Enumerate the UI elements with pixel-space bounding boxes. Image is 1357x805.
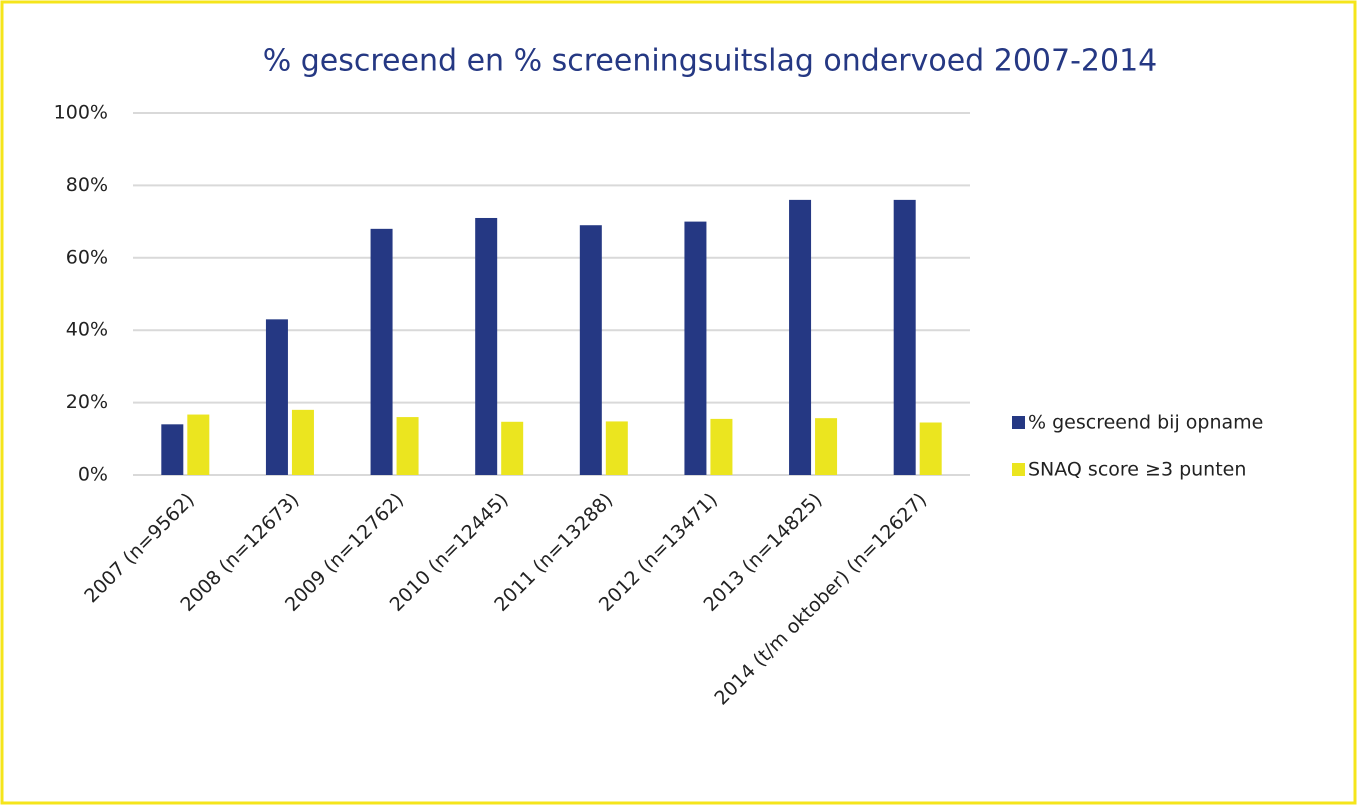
y-tick-label: 0% bbox=[78, 464, 108, 486]
y-tick-label: 40% bbox=[66, 319, 108, 341]
bar bbox=[919, 422, 942, 475]
chart-title: % gescreend en % screeningsuitslag onder… bbox=[263, 44, 1158, 79]
bar bbox=[684, 221, 707, 475]
bar bbox=[370, 228, 393, 475]
y-tick-label: 100% bbox=[54, 102, 108, 124]
bar bbox=[475, 217, 498, 476]
legend-label: % gescreend bij opname bbox=[1028, 412, 1263, 434]
bar bbox=[815, 418, 838, 475]
bar bbox=[789, 199, 812, 475]
bar bbox=[291, 409, 314, 475]
legend-swatch bbox=[1012, 463, 1025, 476]
legend-label: SNAQ score ≥3 punten bbox=[1028, 459, 1246, 481]
y-tick-label: 80% bbox=[66, 174, 108, 196]
bar bbox=[605, 421, 628, 475]
y-tick-label: 20% bbox=[66, 391, 108, 413]
bar bbox=[187, 414, 210, 475]
bar bbox=[710, 418, 733, 475]
bar bbox=[893, 199, 916, 475]
legend-swatch bbox=[1012, 416, 1025, 429]
bar bbox=[161, 424, 184, 475]
bar bbox=[501, 421, 524, 475]
y-tick-label: 60% bbox=[66, 246, 108, 268]
bar bbox=[265, 319, 288, 475]
bar bbox=[579, 225, 602, 475]
bar bbox=[396, 417, 419, 475]
